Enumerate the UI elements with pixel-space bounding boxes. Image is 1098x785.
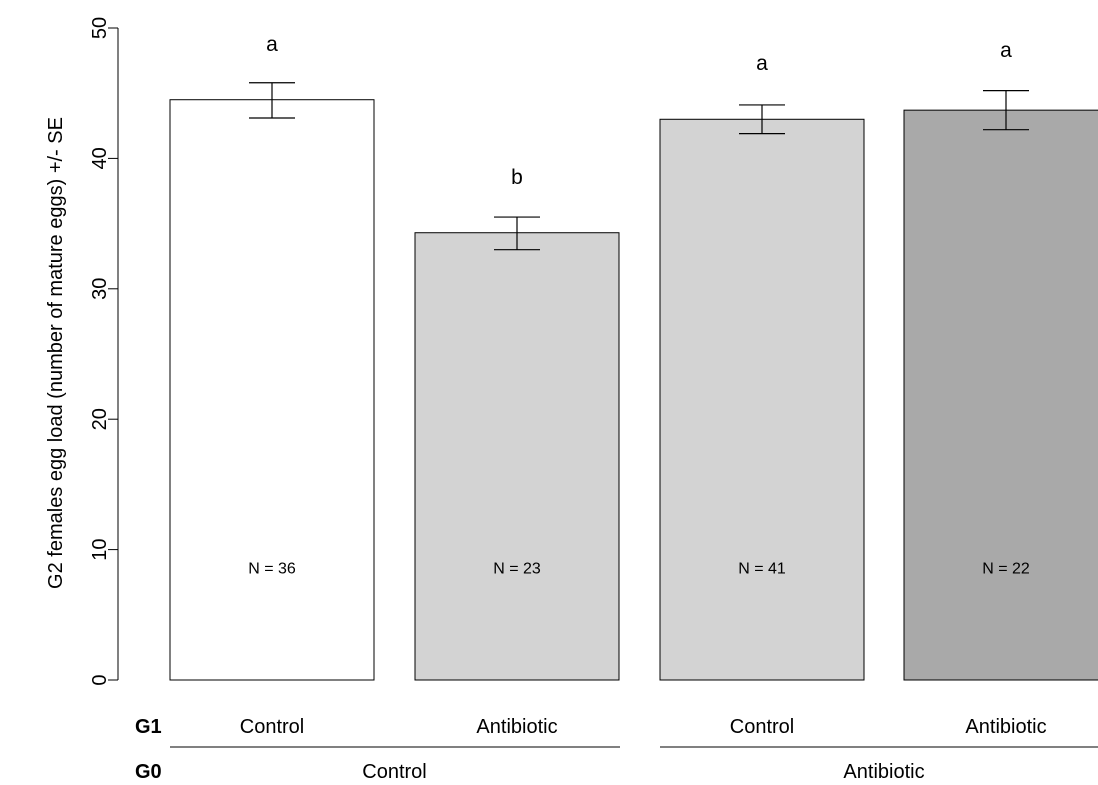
bar	[903, 109, 1098, 681]
sample-size-label: N = 23	[493, 561, 541, 578]
bars: a N = 36 b N = 23 a N = 41 a N = 22	[169, 33, 1098, 681]
significance-letter: a	[1000, 39, 1012, 62]
g1-row-label: G1	[135, 716, 162, 738]
significance-letter: b	[511, 166, 523, 189]
g0-group-label: Antibiotic	[843, 761, 924, 783]
x-axis-labels: G1 G0 Control Antibiotic Control Antibiotic Co…	[135, 716, 1098, 783]
y-tick-label: 40	[89, 147, 111, 169]
y-axis-title: G2 females egg load (number of mature eg…	[45, 117, 67, 589]
g0-group-label: Control	[362, 761, 426, 783]
bar	[414, 232, 620, 681]
bar	[169, 99, 375, 681]
g1-category-label: Antibiotic	[476, 716, 557, 738]
y-tick-label: 50	[89, 17, 111, 39]
y-tick-label: 20	[89, 408, 111, 430]
sample-size-label: N = 36	[248, 561, 296, 578]
g0-row-label: G0	[135, 761, 162, 783]
sample-size-label: N = 22	[982, 561, 1030, 578]
y-tick-label: 10	[89, 538, 111, 560]
y-tick-label: 30	[89, 278, 111, 300]
significance-letter: a	[756, 52, 768, 75]
g1-category-label: Antibiotic	[965, 716, 1046, 738]
y-axis: 0 10 20 30 40 50	[89, 17, 119, 686]
significance-letter: a	[266, 33, 278, 56]
bar	[659, 118, 865, 681]
sample-size-label: N = 41	[738, 561, 786, 578]
y-tick-label: 0	[89, 674, 111, 685]
g1-category-label: Control	[730, 716, 794, 738]
g1-category-label: Control	[240, 716, 304, 738]
